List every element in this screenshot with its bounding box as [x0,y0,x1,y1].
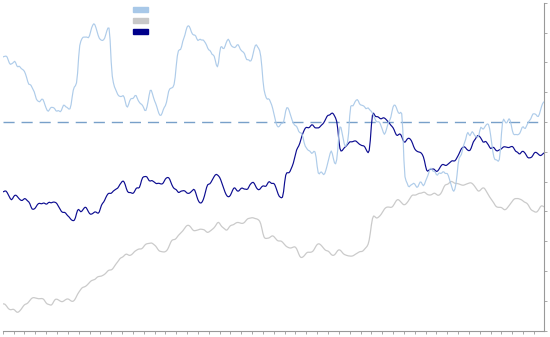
Legend: , , : , , [131,4,153,38]
